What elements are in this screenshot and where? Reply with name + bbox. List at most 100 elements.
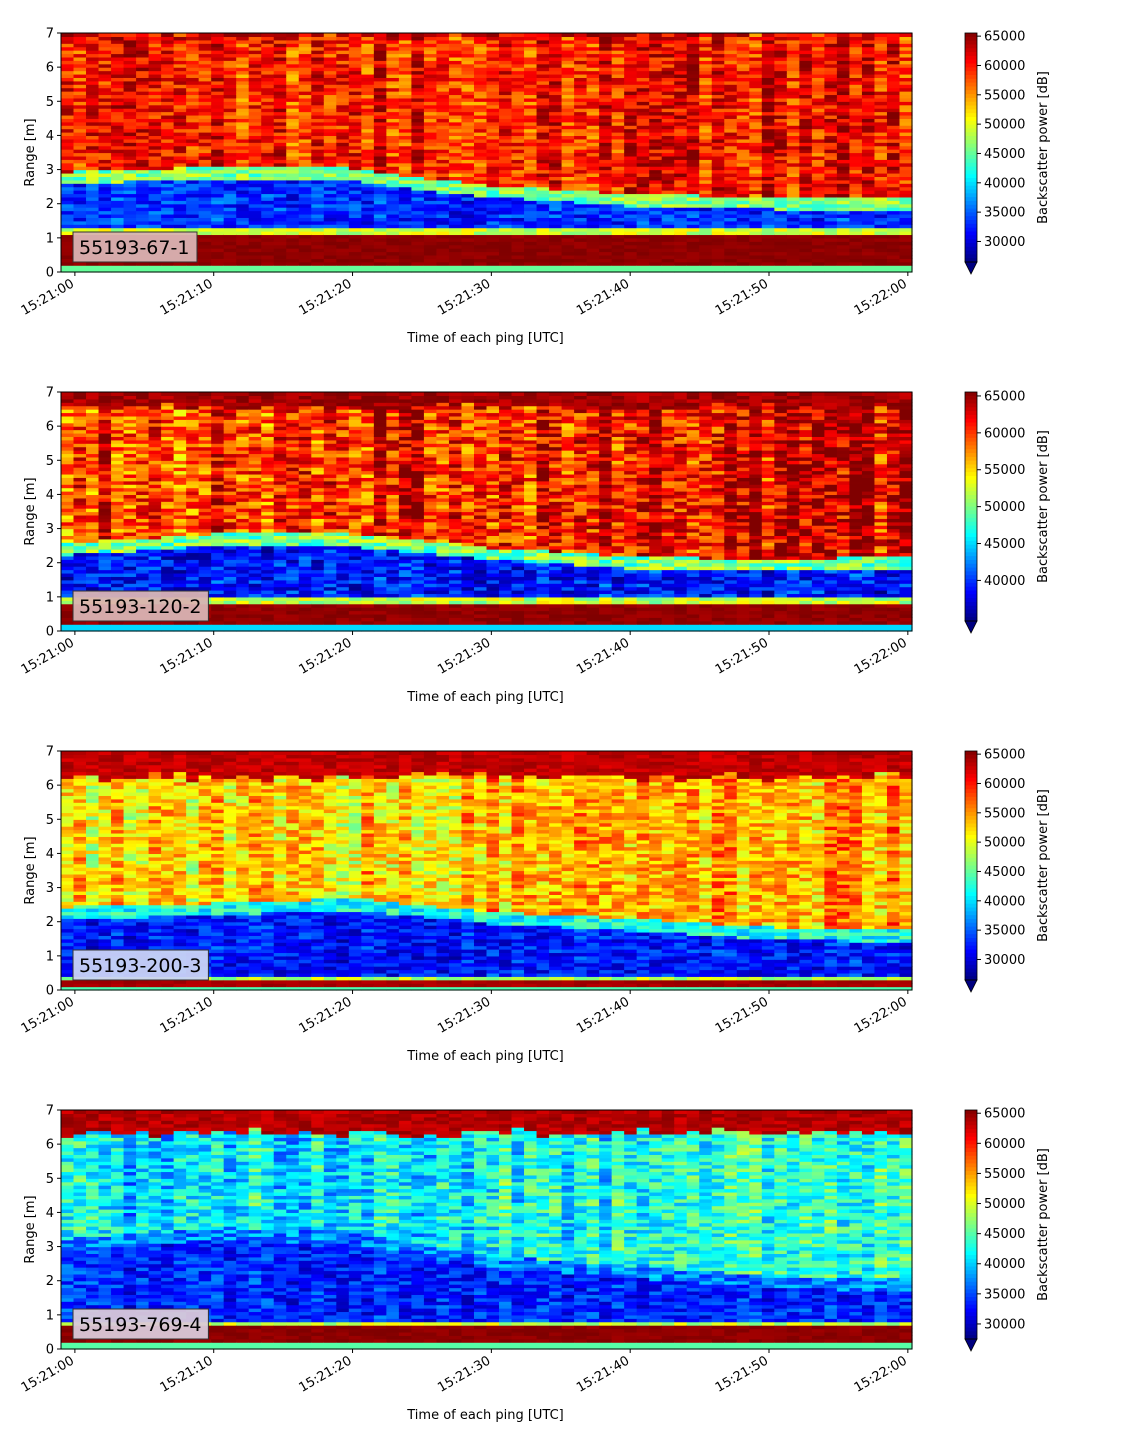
- heatmap-cell: [261, 186, 275, 191]
- heatmap-cell: [273, 234, 287, 239]
- heatmap-cell: [674, 237, 688, 242]
- heatmap-cell: [61, 268, 75, 273]
- heatmap-cell: [173, 155, 187, 160]
- heatmap-cell: [586, 152, 600, 157]
- heatmap-cell: [524, 200, 538, 205]
- heatmap-cell: [836, 101, 851, 106]
- heatmap-cell: [436, 125, 450, 130]
- heatmap-cell: [674, 248, 688, 253]
- heatmap-cell: [661, 46, 675, 51]
- heatmap-cell: [198, 193, 212, 198]
- heatmap-cell: [273, 60, 287, 65]
- heatmap-cell: [173, 142, 187, 147]
- heatmap-cell: [361, 265, 375, 270]
- heatmap-cell: [536, 135, 550, 140]
- heatmap-cell: [286, 97, 300, 102]
- heatmap-cell: [61, 579, 75, 584]
- heatmap-cell: [336, 200, 350, 205]
- heatmap-cell: [473, 80, 488, 85]
- heatmap-cell: [511, 77, 525, 82]
- heatmap-cell: [161, 152, 175, 157]
- heatmap-cell: [323, 43, 337, 48]
- heatmap-cell: [849, 91, 863, 96]
- heatmap-cell: [874, 261, 888, 266]
- heatmap-cell: [899, 46, 913, 51]
- heatmap-cell: [298, 217, 312, 222]
- heatmap-cell: [799, 87, 813, 92]
- heatmap-cell: [298, 111, 312, 116]
- heatmap-cell: [611, 101, 625, 106]
- colorbar-tick-label: 40000: [984, 176, 1025, 191]
- heatmap-cell: [836, 43, 851, 48]
- heatmap-cell: [486, 152, 500, 157]
- heatmap-cell: [624, 268, 638, 273]
- heatmap-cell: [261, 193, 275, 198]
- heatmap-cell: [749, 43, 763, 48]
- heatmap-cell: [849, 43, 863, 48]
- heatmap-cell: [236, 234, 250, 239]
- heatmap-cell: [361, 145, 375, 150]
- heatmap-cell: [473, 193, 488, 198]
- heatmap-cell: [899, 53, 913, 58]
- heatmap-cell: [649, 210, 663, 215]
- heatmap-cell: [761, 33, 775, 38]
- heatmap-cell: [824, 43, 838, 48]
- heatmap-cell: [273, 254, 287, 259]
- heatmap-cell: [511, 152, 525, 157]
- heatmap-cell: [136, 159, 150, 164]
- heatmap-cell: [386, 190, 400, 195]
- heatmap-cell: [761, 183, 775, 188]
- heatmap-cell: [161, 200, 175, 205]
- heatmap-cell: [774, 234, 788, 239]
- heatmap-cell: [649, 43, 663, 48]
- heatmap-cell: [549, 227, 563, 232]
- heatmap-cell: [373, 244, 387, 249]
- heatmap-cell: [486, 128, 500, 133]
- heatmap-cell: [611, 63, 625, 68]
- heatmap-cell: [336, 91, 350, 96]
- heatmap-cell: [761, 128, 775, 133]
- heatmap-cell: [123, 159, 137, 164]
- heatmap-cell: [636, 101, 650, 106]
- heatmap-cell: [148, 87, 162, 92]
- heatmap-cell: [311, 176, 325, 181]
- heatmap-cell: [499, 56, 513, 61]
- heatmap-cell: [273, 217, 287, 222]
- heatmap-cell: [774, 80, 788, 85]
- heatmap-cell: [311, 121, 325, 126]
- heatmap-cell: [661, 183, 675, 188]
- heatmap-cell: [611, 138, 625, 143]
- heatmap-cell: [811, 145, 825, 150]
- heatmap-cell: [586, 220, 600, 225]
- heatmap-cell: [298, 244, 312, 249]
- heatmap-cell: [61, 142, 75, 147]
- heatmap-cell: [386, 162, 400, 167]
- heatmap-cell: [736, 155, 750, 160]
- heatmap-cell: [549, 111, 563, 116]
- heatmap-cell: [836, 63, 851, 68]
- heatmap-cell: [348, 87, 362, 92]
- heatmap-cell: [749, 70, 763, 75]
- heatmap-cell: [261, 162, 275, 167]
- heatmap-cell: [861, 183, 876, 188]
- heatmap-cell: [111, 176, 125, 181]
- heatmap-cell: [323, 268, 337, 273]
- heatmap-cell: [73, 531, 87, 536]
- heatmap-cell: [148, 114, 162, 119]
- heatmap-cell: [161, 261, 175, 266]
- heatmap-cell: [574, 265, 588, 270]
- heatmap-cell: [161, 70, 175, 75]
- heatmap-cell: [661, 132, 675, 137]
- heatmap-cell: [473, 210, 488, 215]
- heatmap-cell: [73, 84, 87, 89]
- heatmap-cell: [436, 244, 450, 249]
- heatmap-cell: [749, 118, 763, 123]
- heatmap-cell: [899, 56, 913, 61]
- heatmap-cell: [774, 84, 788, 89]
- heatmap-cell: [599, 108, 613, 113]
- heatmap-cell: [774, 50, 788, 55]
- heatmap-cell: [448, 142, 463, 147]
- heatmap-cell: [611, 196, 625, 201]
- heatmap-cell: [173, 183, 187, 188]
